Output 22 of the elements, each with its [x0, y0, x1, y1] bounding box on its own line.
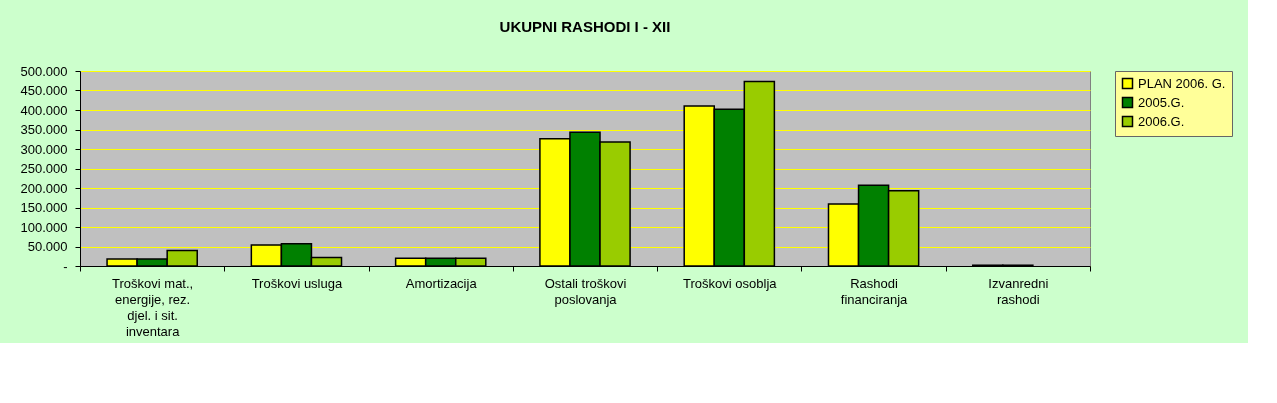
x-tick-label: Izvanredni rashodi [988, 275, 1049, 307]
y-tick-label: 450.000 [20, 83, 68, 98]
x-tick-label: Troškovi usluga [251, 275, 343, 291]
x-tick-label: Troškovi osoblja [683, 275, 778, 291]
y-tick-label: - [63, 258, 68, 274]
y-tick-label: 350.000 [20, 122, 68, 137]
y-tick-label: 150.000 [20, 200, 68, 215]
legend-label: PLAN 2006. G. [1138, 75, 1226, 91]
chart-title: UKUPNI RASHODI I - XII [499, 18, 671, 35]
y-tick-label: 100.000 [20, 219, 68, 235]
y-tick-label: 200.000 [20, 180, 68, 196]
x-tick-label: Troškovi mat., energije, rez. djel. i sit. inventara [112, 275, 194, 339]
x-tick-label: Ostali troškovi poslovanja [544, 275, 627, 307]
y-tick-label: 500.000 [20, 63, 68, 79]
legend-label: 2006.G. [1138, 113, 1185, 129]
y-tick-label: 250.000 [20, 161, 68, 176]
y-tick-label: 50.000 [27, 239, 68, 254]
legend-label: 2005.G. [1138, 94, 1185, 110]
x-tick-label: Rashodi financiranja [840, 275, 909, 307]
x-tick-label: Amortizacija [405, 275, 478, 291]
y-tick-label: 400.000 [20, 102, 68, 118]
y-tick-label: 300.000 [20, 141, 68, 157]
